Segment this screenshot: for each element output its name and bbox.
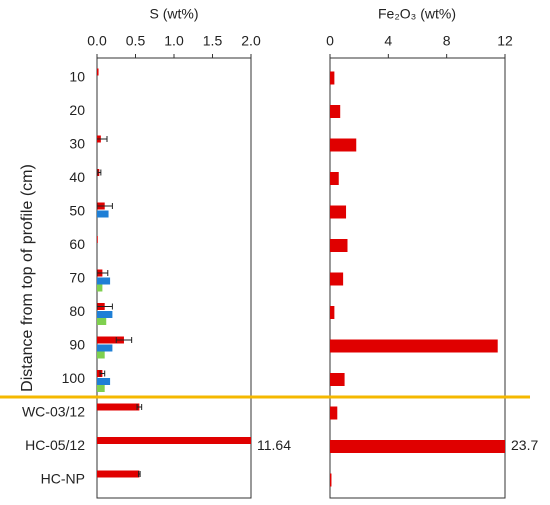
value-label: 11.64 <box>257 437 291 453</box>
x-tick-label: 0.5 <box>126 33 146 49</box>
y-axis-label: Distance from top of profile (cm) <box>19 164 36 392</box>
error-bar <box>97 270 109 276</box>
plot-frame <box>329 57 506 499</box>
error-bar <box>136 404 143 410</box>
bar <box>330 105 341 118</box>
error-bar <box>97 303 113 310</box>
bar <box>330 373 345 386</box>
x-tick-label: 4 <box>384 33 392 49</box>
y-tick-label: 90 <box>69 337 85 353</box>
bar <box>97 318 107 325</box>
x-tick-label: 8 <box>443 33 451 49</box>
bar <box>97 311 113 318</box>
bar <box>330 272 344 286</box>
bar <box>330 473 332 487</box>
error-bar <box>115 337 133 343</box>
bar <box>97 437 251 444</box>
y-tick-label: 50 <box>69 203 85 219</box>
bar <box>330 138 357 152</box>
bar <box>97 284 103 292</box>
bar <box>97 336 124 344</box>
error-bar <box>138 471 141 477</box>
x-tick-label: 0.0 <box>87 33 107 49</box>
y-tick-label: 30 <box>69 136 85 152</box>
bar <box>97 470 140 478</box>
y-tick-label: 20 <box>69 102 85 118</box>
bar <box>97 210 109 218</box>
bar <box>97 385 105 392</box>
y-tick-label: 10 <box>69 69 85 85</box>
bar <box>330 239 348 252</box>
y-tick-label: WC-03/12 <box>22 404 85 420</box>
bar <box>97 403 140 411</box>
y-tick-label: HC-05/12 <box>25 437 85 453</box>
bar <box>97 344 113 352</box>
y-tick-label: 80 <box>69 303 85 319</box>
y-tick-label: HC-NP <box>41 471 85 487</box>
plot-frame <box>96 57 252 499</box>
bar <box>97 351 105 359</box>
x-tick-label: 1.0 <box>164 33 184 49</box>
bar <box>330 71 335 85</box>
bar <box>97 236 98 243</box>
bar <box>330 205 347 219</box>
bar <box>330 172 339 185</box>
bar <box>330 440 505 453</box>
y-tick-label: 40 <box>69 169 85 185</box>
chart-title: Fe₂O₃ (wt%) <box>378 6 456 22</box>
error-bar <box>97 203 113 209</box>
chart-title: S (wt%) <box>150 6 199 22</box>
bar <box>330 339 498 353</box>
bar <box>97 378 111 385</box>
y-tick-label: 70 <box>69 270 85 286</box>
x-tick-label: 0 <box>326 33 334 49</box>
error-bar <box>97 136 108 142</box>
bar <box>97 277 111 285</box>
bar <box>330 306 335 319</box>
y-tick-label: 100 <box>62 370 86 386</box>
error-bar <box>97 169 102 176</box>
x-tick-label: 2.0 <box>241 33 261 49</box>
x-tick-label: 1.5 <box>203 33 223 49</box>
bar <box>97 68 99 76</box>
error-bar <box>99 370 106 377</box>
y-tick-label: 60 <box>69 236 85 252</box>
x-tick-label: 12 <box>497 33 513 49</box>
bar <box>330 406 338 420</box>
value-label: 23.7 <box>511 437 538 453</box>
